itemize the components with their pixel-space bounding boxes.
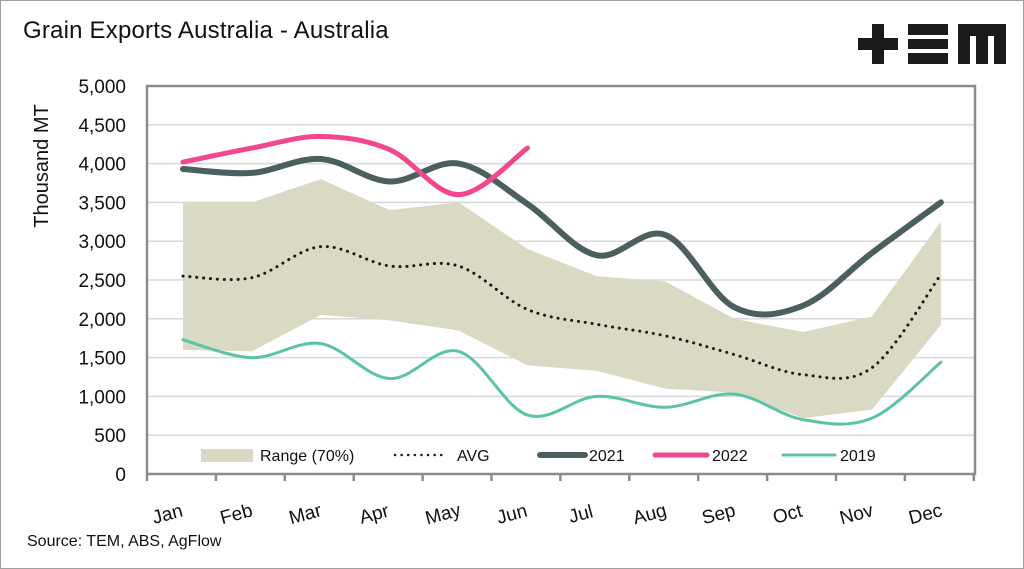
logo-plus-v — [872, 24, 884, 64]
x-tick-label: Mar — [287, 500, 325, 529]
legend-label: AVG — [457, 448, 490, 465]
x-tick-label: Jan — [150, 501, 185, 529]
x-tick-label: Feb — [218, 500, 255, 529]
x-tick-label: May — [423, 500, 464, 530]
legend-swatch — [201, 449, 253, 462]
x-tick-label: Dec — [906, 500, 944, 529]
x-tick-label: Jun — [495, 501, 530, 529]
legend-item-2019: 2019 — [781, 448, 876, 465]
y-tick-label: 5,000 — [78, 77, 126, 98]
y-tick-label: 3,000 — [78, 232, 126, 253]
legend-label: Range (70%) — [260, 448, 354, 465]
logo-e-bot — [908, 53, 948, 64]
x-tick-label: Jul — [567, 501, 596, 528]
y-tick-label: 2,500 — [78, 271, 126, 292]
x-tick-label: Sep — [700, 500, 738, 529]
legend-item-range-70: Range (70%) — [201, 448, 354, 465]
legend-label: 2022 — [712, 448, 748, 465]
y-tick-label: 2,000 — [78, 310, 126, 331]
legend-item-avg: AVG — [393, 448, 490, 465]
y-tick-label: 4,000 — [78, 155, 126, 176]
x-tick-label: Apr — [357, 501, 392, 529]
x-tick-label: Aug — [631, 500, 669, 529]
legend-item-2021: 2021 — [537, 448, 625, 465]
tem-logo — [858, 24, 1006, 64]
source-note: Source: TEM, ABS, AgFlow — [27, 533, 222, 550]
range-band-area — [183, 179, 941, 419]
logo-m — [958, 24, 1006, 64]
series-lines — [180, 133, 944, 426]
legend-label: 2021 — [589, 448, 625, 465]
y-tick-label: 3,500 — [78, 193, 126, 214]
chart-title: Grain Exports Australia - Australia — [23, 17, 389, 44]
x-tick-label: Oct — [771, 501, 806, 529]
y-tick-label: 4,500 — [78, 116, 126, 137]
series-line-avg — [181, 245, 943, 380]
legend-item-2022: 2022 — [652, 448, 748, 465]
y-tick-label: 1,000 — [78, 387, 126, 408]
range-band — [183, 179, 941, 419]
series-line-2021 — [180, 155, 944, 318]
legend: Range (70%) AVG 2021 2022 2019 — [201, 448, 876, 465]
x-tick-label: Nov — [838, 500, 877, 529]
axes: 0 500 1,000 1,500 2,000 2,500 3,000 3,500 4,000 4… — [78, 77, 977, 530]
y-tick-label: 0 — [115, 465, 126, 486]
y-tick-label: 1,500 — [78, 349, 126, 370]
logo-e-top — [908, 24, 948, 35]
logo-e-mid — [908, 39, 948, 49]
series-line-2019 — [181, 338, 943, 426]
legend-label: 2019 — [840, 448, 876, 465]
series-line-2022 — [180, 133, 530, 198]
y-tick-label: 500 — [94, 426, 126, 447]
y-axis-title: Thousand MT — [31, 104, 53, 227]
